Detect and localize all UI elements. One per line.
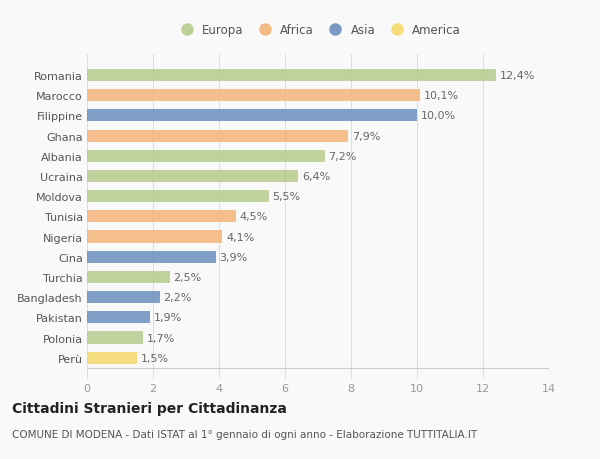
Text: COMUNE DI MODENA - Dati ISTAT al 1° gennaio di ogni anno - Elaborazione TUTTITAL: COMUNE DI MODENA - Dati ISTAT al 1° genn… — [12, 429, 477, 439]
Text: 7,9%: 7,9% — [352, 131, 380, 141]
Bar — [87, 332, 143, 344]
Bar — [87, 110, 417, 122]
Text: 1,5%: 1,5% — [140, 353, 169, 363]
Bar — [87, 190, 269, 203]
Text: 5,5%: 5,5% — [272, 192, 301, 202]
Text: 2,5%: 2,5% — [173, 272, 202, 282]
Text: 10,1%: 10,1% — [424, 91, 460, 101]
Bar — [87, 231, 222, 243]
Text: 12,4%: 12,4% — [500, 71, 536, 81]
Bar — [87, 151, 325, 162]
Text: 10,0%: 10,0% — [421, 111, 456, 121]
Text: 7,2%: 7,2% — [329, 151, 357, 162]
Bar — [87, 130, 348, 142]
Text: 2,2%: 2,2% — [164, 292, 192, 302]
Text: 4,1%: 4,1% — [226, 232, 254, 242]
Bar — [87, 211, 235, 223]
Bar — [87, 70, 496, 82]
Bar — [87, 271, 170, 283]
Bar — [87, 312, 150, 324]
Text: 4,5%: 4,5% — [239, 212, 268, 222]
Text: 3,9%: 3,9% — [220, 252, 248, 262]
Text: 1,9%: 1,9% — [154, 313, 182, 323]
Bar — [87, 171, 298, 183]
Text: 1,7%: 1,7% — [147, 333, 175, 343]
Text: 6,4%: 6,4% — [302, 172, 331, 182]
Bar — [87, 291, 160, 303]
Bar — [87, 90, 420, 102]
Legend: Europa, Africa, Asia, America: Europa, Africa, Asia, America — [170, 19, 466, 41]
Bar — [87, 352, 137, 364]
Text: Cittadini Stranieri per Cittadinanza: Cittadini Stranieri per Cittadinanza — [12, 402, 287, 415]
Bar — [87, 251, 216, 263]
